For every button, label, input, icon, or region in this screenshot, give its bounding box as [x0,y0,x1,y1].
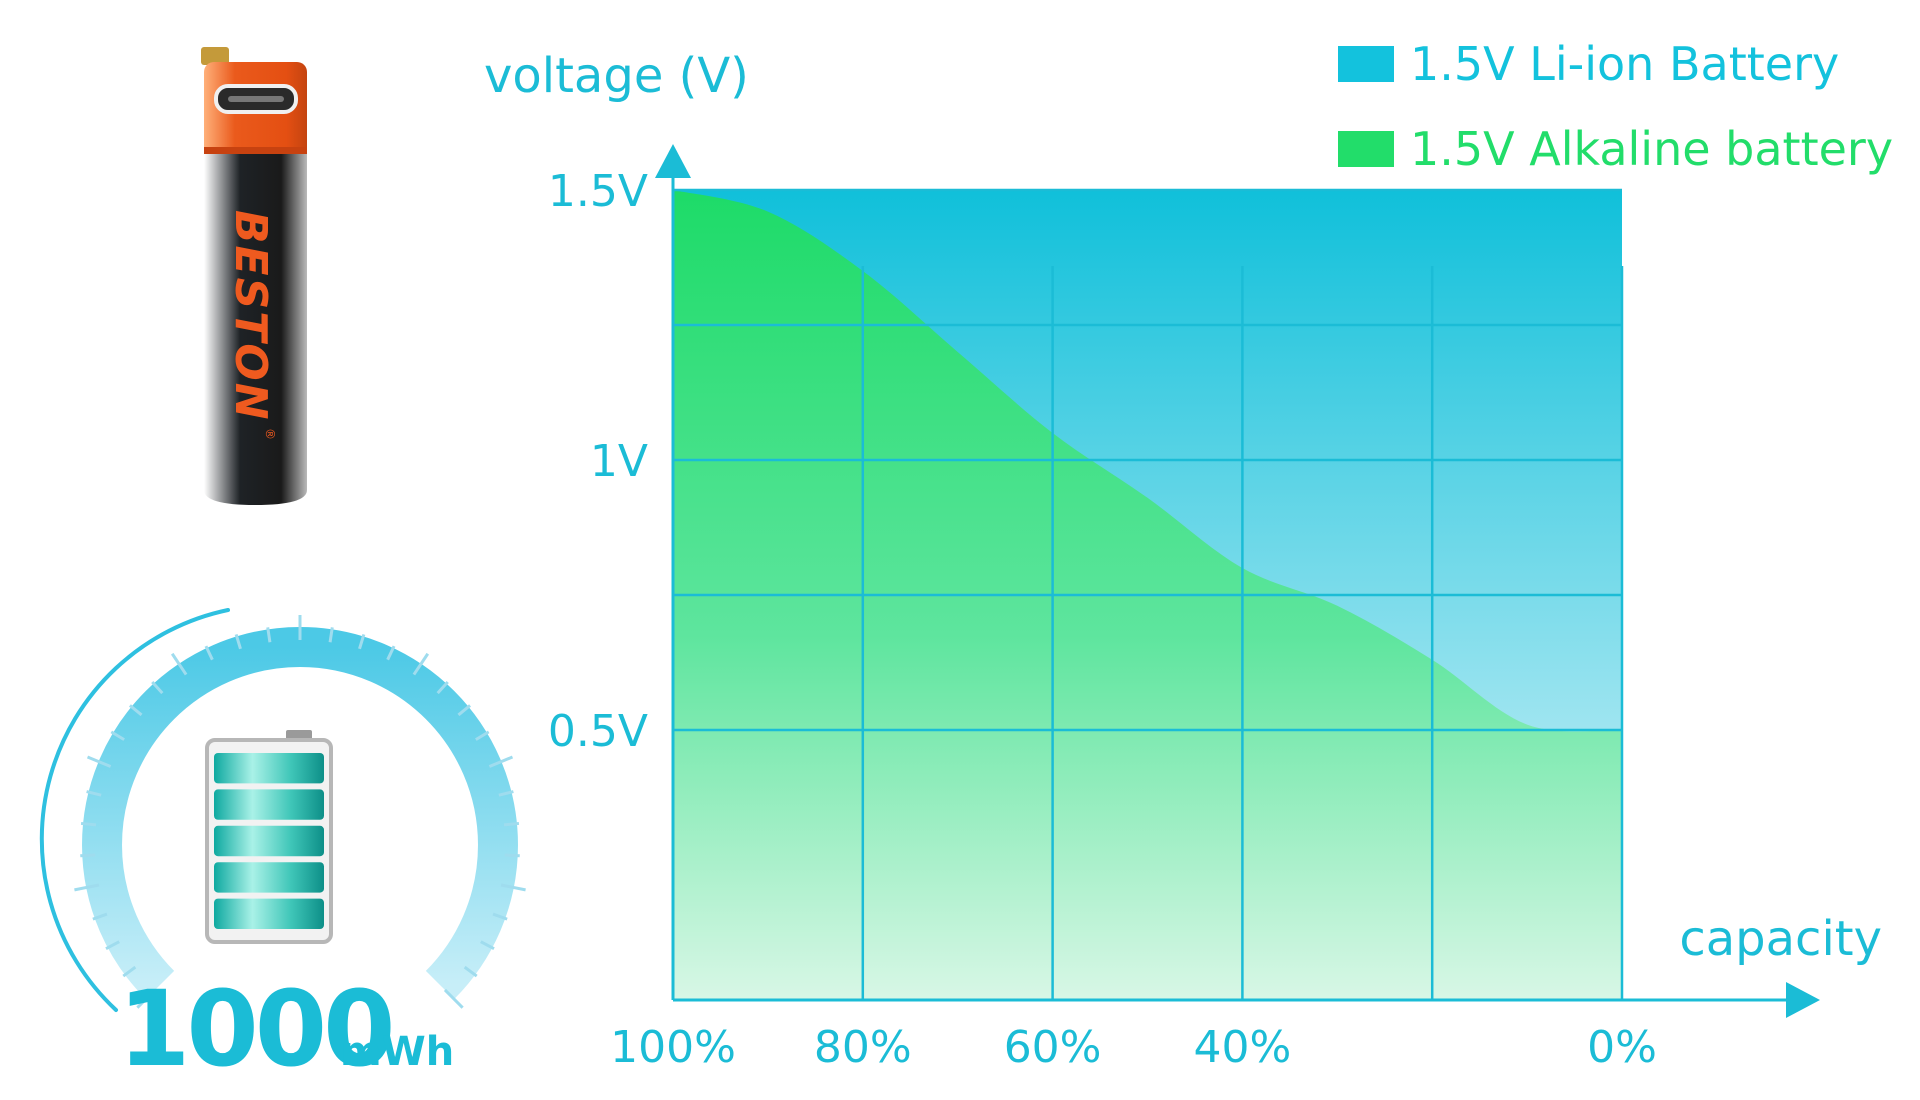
energy-value: 1000 [118,968,391,1090]
battery-body [204,154,307,505]
y-tick-labels: 1.5V 1V 0.5V [548,166,648,757]
battery-product-image: BESTON ® [201,47,307,505]
gridlines [673,188,1624,1000]
x-tick-label: 0% [1587,1022,1657,1073]
legend-label: 1.5V Li-ion Battery [1410,37,1839,91]
legend-label: 1.5V Alkaline battery [1410,122,1893,176]
gauge-arc [82,626,518,1000]
y-tick-label: 1V [590,436,648,487]
discharge-chart: 100% 80% 60% 40% 0% 1.5V 1V 0.5V voltage (V) c… [484,37,1893,1073]
energy-unit: mWh [340,1029,454,1075]
x-tick-label: 60% [1004,1022,1102,1073]
svg-text:®: ® [263,428,277,440]
battery-level-icon [205,730,333,944]
battery-level-segment [214,862,324,893]
battery-level-segment [214,789,324,820]
x-axis-label: capacity [1679,911,1882,967]
battery-level-segment [214,898,324,929]
energy-gauge: 1000 mWh [39,608,526,1090]
y-tick-label: 0.5V [548,706,648,757]
legend-swatch [1338,131,1394,167]
y-axis-label: voltage (V) [484,48,749,104]
legend-swatch [1338,46,1394,82]
x-tick-label: 40% [1194,1022,1292,1073]
x-tick-label: 100% [610,1022,736,1073]
battery-level-segment [214,753,324,784]
y-axis-arrow-icon [655,144,691,178]
legend: 1.5V Li-ion Battery 1.5V Alkaline battery [1338,37,1893,176]
y-tick-label: 1.5V [548,166,648,217]
gauge-ticks [74,615,526,1009]
axes [655,144,1820,1018]
battery-level-segment [214,825,324,857]
battery-terminal [201,47,229,65]
brand-logo: BESTON [225,210,276,422]
x-tick-label: 80% [814,1022,912,1073]
x-tick-labels: 100% 80% 60% 40% 0% [610,1022,1657,1073]
x-axis-arrow-icon [1786,982,1820,1018]
gauge-outer-arc [39,608,230,1012]
